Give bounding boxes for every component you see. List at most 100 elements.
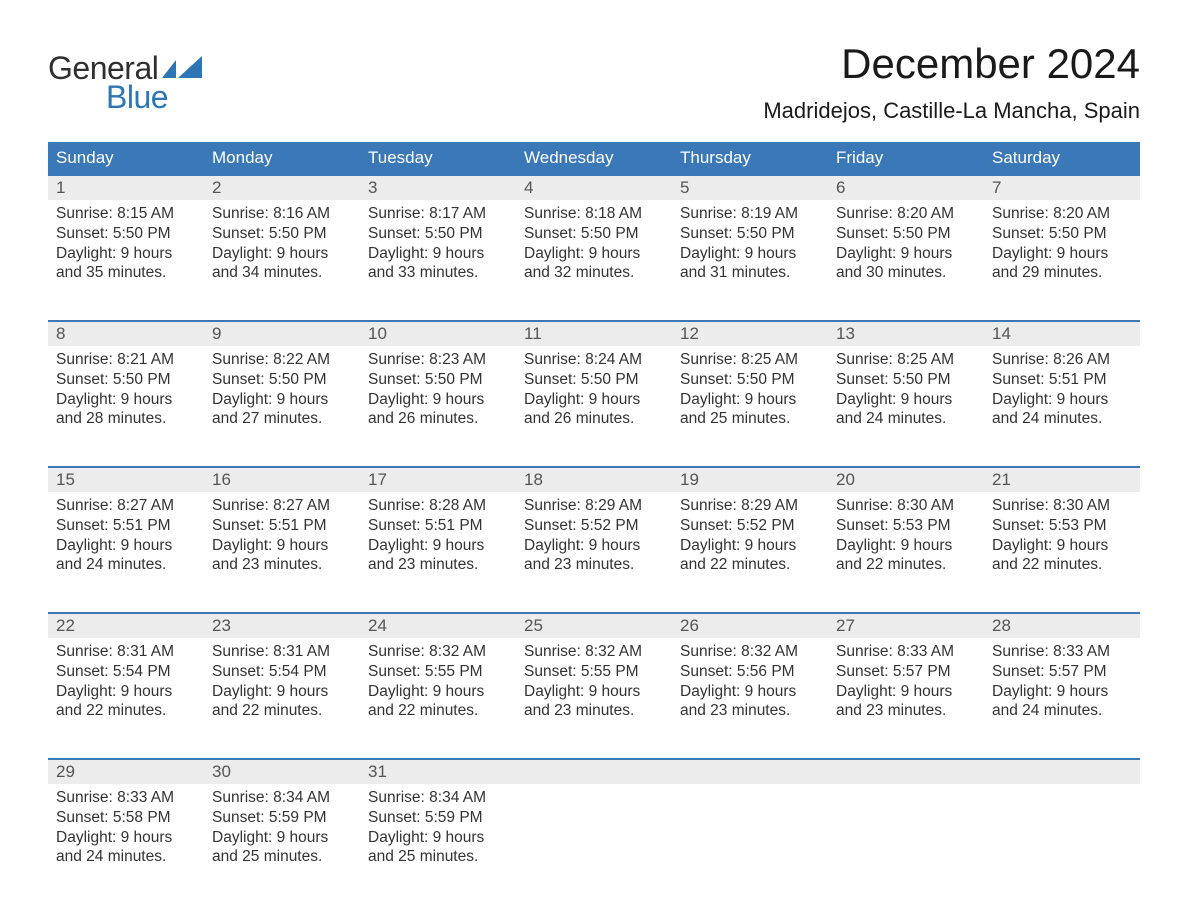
day-data-line-day1: Daylight: 9 hours bbox=[56, 828, 196, 848]
title-block: December 2024 Madridejos, Castille-La Ma… bbox=[763, 40, 1140, 124]
day-data-line-sunset: Sunset: 5:59 PM bbox=[212, 808, 352, 828]
calendar-cell: 21Sunrise: 8:30 AMSunset: 5:53 PMDayligh… bbox=[984, 468, 1140, 588]
day-number: 8 bbox=[48, 322, 204, 346]
day-data-line-day2: and 22 minutes. bbox=[56, 701, 196, 721]
calendar-cell: 7Sunrise: 8:20 AMSunset: 5:50 PMDaylight… bbox=[984, 176, 1140, 296]
calendar-cell: 6Sunrise: 8:20 AMSunset: 5:50 PMDaylight… bbox=[828, 176, 984, 296]
day-data-line-sunset: Sunset: 5:50 PM bbox=[524, 224, 664, 244]
day-data-line-day2: and 27 minutes. bbox=[212, 409, 352, 429]
day-data: Sunrise: 8:29 AMSunset: 5:52 PMDaylight:… bbox=[672, 492, 828, 583]
day-data-line-sunrise: Sunrise: 8:33 AM bbox=[56, 788, 196, 808]
day-data-line-sunrise: Sunrise: 8:15 AM bbox=[56, 204, 196, 224]
day-data-line-day1: Daylight: 9 hours bbox=[368, 536, 508, 556]
day-data: Sunrise: 8:32 AMSunset: 5:55 PMDaylight:… bbox=[360, 638, 516, 729]
day-data-line-day1: Daylight: 9 hours bbox=[212, 244, 352, 264]
day-data-line-day2: and 24 minutes. bbox=[836, 409, 976, 429]
day-data-line-sunset: Sunset: 5:59 PM bbox=[368, 808, 508, 828]
day-data-line-day1: Daylight: 9 hours bbox=[368, 682, 508, 702]
day-data-line-sunrise: Sunrise: 8:29 AM bbox=[524, 496, 664, 516]
day-data-line-sunset: Sunset: 5:50 PM bbox=[56, 370, 196, 390]
day-number: 19 bbox=[672, 468, 828, 492]
week-row: 15Sunrise: 8:27 AMSunset: 5:51 PMDayligh… bbox=[48, 466, 1140, 588]
day-number: 11 bbox=[516, 322, 672, 346]
day-data-line-day2: and 28 minutes. bbox=[56, 409, 196, 429]
day-data-line-day2: and 32 minutes. bbox=[524, 263, 664, 283]
week-row: 8Sunrise: 8:21 AMSunset: 5:50 PMDaylight… bbox=[48, 320, 1140, 442]
day-data-line-day2: and 25 minutes. bbox=[212, 847, 352, 867]
day-data-line-day1: Daylight: 9 hours bbox=[524, 682, 664, 702]
calendar-cell: 9Sunrise: 8:22 AMSunset: 5:50 PMDaylight… bbox=[204, 322, 360, 442]
calendar-cell bbox=[516, 760, 672, 880]
day-number: 28 bbox=[984, 614, 1140, 638]
day-number: 23 bbox=[204, 614, 360, 638]
day-number: 1 bbox=[48, 176, 204, 200]
day-data-line-sunset: Sunset: 5:50 PM bbox=[368, 370, 508, 390]
day-data-line-sunrise: Sunrise: 8:18 AM bbox=[524, 204, 664, 224]
day-data-line-sunrise: Sunrise: 8:30 AM bbox=[836, 496, 976, 516]
day-data-line-day2: and 26 minutes. bbox=[368, 409, 508, 429]
day-data: Sunrise: 8:20 AMSunset: 5:50 PMDaylight:… bbox=[984, 200, 1140, 291]
day-data: Sunrise: 8:31 AMSunset: 5:54 PMDaylight:… bbox=[204, 638, 360, 729]
day-data-line-day1: Daylight: 9 hours bbox=[212, 536, 352, 556]
day-header: Thursday bbox=[672, 142, 828, 174]
day-data-line-day2: and 22 minutes. bbox=[680, 555, 820, 575]
day-number: 26 bbox=[672, 614, 828, 638]
calendar-cell: 8Sunrise: 8:21 AMSunset: 5:50 PMDaylight… bbox=[48, 322, 204, 442]
day-number: 20 bbox=[828, 468, 984, 492]
day-data-line-sunrise: Sunrise: 8:31 AM bbox=[212, 642, 352, 662]
location-text: Madridejos, Castille-La Mancha, Spain bbox=[763, 98, 1140, 124]
day-data-line-sunset: Sunset: 5:55 PM bbox=[524, 662, 664, 682]
day-data-line-day1: Daylight: 9 hours bbox=[680, 536, 820, 556]
day-data-line-sunrise: Sunrise: 8:25 AM bbox=[680, 350, 820, 370]
day-data-line-day1: Daylight: 9 hours bbox=[836, 244, 976, 264]
calendar-cell: 27Sunrise: 8:33 AMSunset: 5:57 PMDayligh… bbox=[828, 614, 984, 734]
day-data-line-sunrise: Sunrise: 8:21 AM bbox=[56, 350, 196, 370]
logo: General Blue bbox=[48, 50, 204, 116]
day-data-line-day1: Daylight: 9 hours bbox=[56, 390, 196, 410]
day-data: Sunrise: 8:21 AMSunset: 5:50 PMDaylight:… bbox=[48, 346, 204, 437]
day-data-line-sunset: Sunset: 5:51 PM bbox=[212, 516, 352, 536]
calendar-cell: 23Sunrise: 8:31 AMSunset: 5:54 PMDayligh… bbox=[204, 614, 360, 734]
calendar-cell: 18Sunrise: 8:29 AMSunset: 5:52 PMDayligh… bbox=[516, 468, 672, 588]
day-data-line-day2: and 23 minutes. bbox=[680, 701, 820, 721]
calendar-cell: 19Sunrise: 8:29 AMSunset: 5:52 PMDayligh… bbox=[672, 468, 828, 588]
day-data-line-day2: and 23 minutes. bbox=[524, 555, 664, 575]
day-data-line-day2: and 33 minutes. bbox=[368, 263, 508, 283]
day-data: Sunrise: 8:29 AMSunset: 5:52 PMDaylight:… bbox=[516, 492, 672, 583]
day-data: Sunrise: 8:31 AMSunset: 5:54 PMDaylight:… bbox=[48, 638, 204, 729]
day-data: Sunrise: 8:20 AMSunset: 5:50 PMDaylight:… bbox=[828, 200, 984, 291]
day-data-line-sunrise: Sunrise: 8:24 AM bbox=[524, 350, 664, 370]
day-number: 12 bbox=[672, 322, 828, 346]
day-number: 25 bbox=[516, 614, 672, 638]
week-row: 29Sunrise: 8:33 AMSunset: 5:58 PMDayligh… bbox=[48, 758, 1140, 880]
month-title: December 2024 bbox=[763, 40, 1140, 88]
calendar-cell: 3Sunrise: 8:17 AMSunset: 5:50 PMDaylight… bbox=[360, 176, 516, 296]
day-data-line-sunrise: Sunrise: 8:31 AM bbox=[56, 642, 196, 662]
day-data-line-day1: Daylight: 9 hours bbox=[56, 244, 196, 264]
calendar-cell: 31Sunrise: 8:34 AMSunset: 5:59 PMDayligh… bbox=[360, 760, 516, 880]
day-number: 31 bbox=[360, 760, 516, 784]
day-number bbox=[672, 760, 828, 784]
day-data bbox=[672, 784, 828, 796]
day-number bbox=[516, 760, 672, 784]
weeks-container: 1Sunrise: 8:15 AMSunset: 5:50 PMDaylight… bbox=[48, 174, 1140, 880]
day-data-line-sunrise: Sunrise: 8:22 AM bbox=[212, 350, 352, 370]
day-data-line-sunset: Sunset: 5:50 PM bbox=[56, 224, 196, 244]
day-number: 24 bbox=[360, 614, 516, 638]
day-data-line-day2: and 30 minutes. bbox=[836, 263, 976, 283]
day-data-line-sunrise: Sunrise: 8:26 AM bbox=[992, 350, 1132, 370]
day-data-line-day2: and 23 minutes. bbox=[524, 701, 664, 721]
day-data-line-day2: and 25 minutes. bbox=[368, 847, 508, 867]
day-data-line-sunrise: Sunrise: 8:20 AM bbox=[992, 204, 1132, 224]
day-data-line-sunrise: Sunrise: 8:32 AM bbox=[680, 642, 820, 662]
day-data-line-day1: Daylight: 9 hours bbox=[524, 244, 664, 264]
day-number: 17 bbox=[360, 468, 516, 492]
day-data-line-day2: and 24 minutes. bbox=[56, 847, 196, 867]
day-number: 6 bbox=[828, 176, 984, 200]
day-number: 5 bbox=[672, 176, 828, 200]
day-number: 29 bbox=[48, 760, 204, 784]
day-data-line-day2: and 22 minutes. bbox=[212, 701, 352, 721]
day-number: 9 bbox=[204, 322, 360, 346]
day-data: Sunrise: 8:25 AMSunset: 5:50 PMDaylight:… bbox=[672, 346, 828, 437]
day-data-line-sunrise: Sunrise: 8:17 AM bbox=[368, 204, 508, 224]
